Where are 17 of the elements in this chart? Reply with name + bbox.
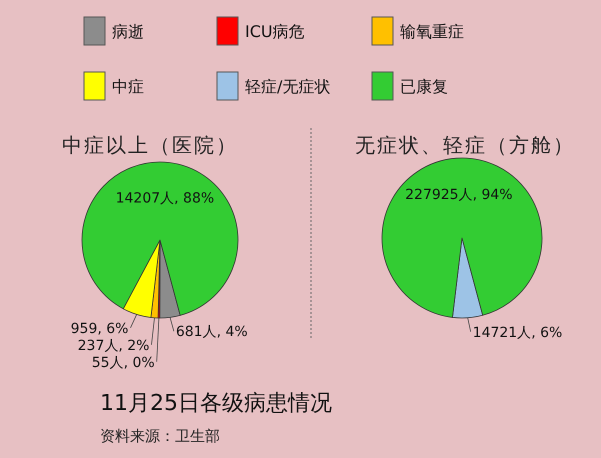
data-label: 959, 6% [70,320,128,337]
text: 11月25日各级病患情况 [100,391,332,416]
legend-label: 已康复 [400,77,448,96]
slice-label: 无症状、轻症（方舱） [355,133,575,157]
legend-label: 轻症/无症状 [245,77,330,96]
data-label: 14721人, 6% [472,324,562,341]
data-label: 227925人, 94% [405,187,513,204]
legend-label: 中症 [112,77,144,96]
legend-label: 输氧重症 [400,22,464,41]
data-label: 681人, 4% [176,324,248,340]
data-label: 237人, 2% [78,338,150,354]
legend-label: ICU病危 [245,22,305,41]
data-label: 55人, 0% [92,354,155,371]
slice-label: 中症以上（医院） [62,133,238,157]
text: 资料来源：卫生部 [100,427,220,445]
legend-label: 病逝 [112,22,144,41]
data-label: 14207人, 88% [116,190,214,206]
